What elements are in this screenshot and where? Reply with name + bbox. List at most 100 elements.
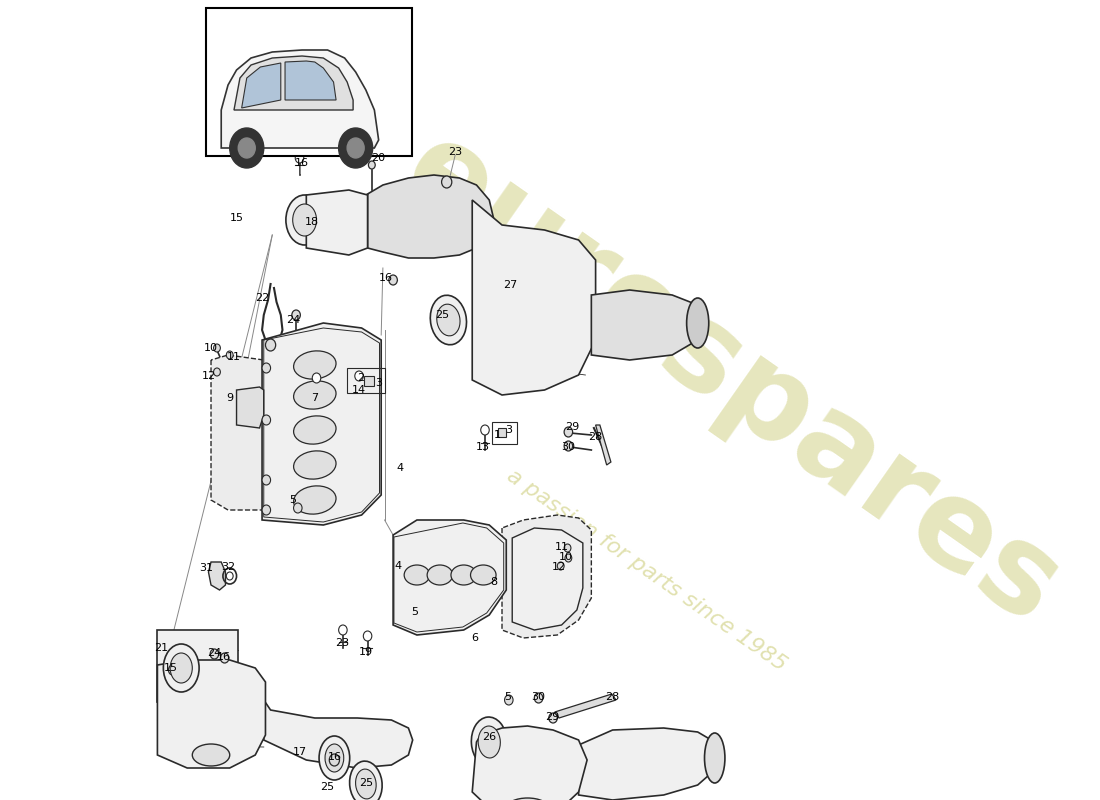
Polygon shape — [242, 63, 280, 108]
Text: eurospares: eurospares — [382, 110, 1081, 650]
Text: 25: 25 — [320, 782, 334, 792]
Circle shape — [564, 427, 573, 437]
Text: 3: 3 — [375, 378, 382, 388]
Bar — [206, 8, 411, 156]
Text: 6: 6 — [471, 633, 478, 643]
Polygon shape — [502, 515, 592, 638]
Circle shape — [339, 625, 348, 635]
Text: 14: 14 — [352, 385, 366, 395]
Circle shape — [220, 653, 229, 663]
Polygon shape — [393, 520, 506, 635]
Polygon shape — [236, 387, 264, 428]
Text: 16: 16 — [328, 752, 341, 762]
Ellipse shape — [324, 744, 343, 772]
Polygon shape — [264, 700, 412, 768]
Ellipse shape — [404, 565, 430, 585]
Text: 17: 17 — [294, 747, 307, 757]
Text: 7: 7 — [311, 393, 318, 403]
Polygon shape — [579, 728, 719, 800]
Text: 11: 11 — [227, 352, 241, 362]
Ellipse shape — [293, 204, 317, 236]
Text: 28: 28 — [605, 692, 619, 702]
Circle shape — [388, 275, 397, 285]
Polygon shape — [157, 660, 265, 768]
Circle shape — [441, 176, 452, 188]
Ellipse shape — [471, 565, 496, 585]
Bar — [498, 428, 506, 437]
Ellipse shape — [164, 644, 199, 692]
Circle shape — [549, 713, 558, 723]
Polygon shape — [513, 528, 583, 630]
Text: 2: 2 — [358, 373, 364, 383]
Circle shape — [363, 631, 372, 641]
Circle shape — [292, 310, 300, 320]
Ellipse shape — [437, 304, 460, 336]
Circle shape — [262, 475, 271, 485]
Circle shape — [329, 754, 340, 766]
Text: 31: 31 — [199, 563, 213, 573]
Ellipse shape — [686, 298, 708, 348]
Circle shape — [230, 128, 264, 168]
Text: 5: 5 — [289, 495, 296, 505]
Text: 29: 29 — [546, 712, 559, 722]
Polygon shape — [592, 290, 706, 360]
Text: 25: 25 — [436, 310, 450, 320]
Ellipse shape — [294, 416, 335, 444]
Text: 12: 12 — [552, 562, 567, 572]
Circle shape — [505, 695, 513, 705]
Ellipse shape — [471, 717, 507, 767]
Circle shape — [227, 351, 233, 359]
Text: 32: 32 — [221, 562, 235, 572]
Polygon shape — [262, 323, 382, 525]
Text: 29: 29 — [565, 422, 580, 432]
Circle shape — [295, 153, 304, 163]
Polygon shape — [554, 694, 616, 718]
Ellipse shape — [294, 486, 335, 514]
Circle shape — [262, 363, 271, 373]
Polygon shape — [472, 200, 595, 395]
Text: 24: 24 — [286, 315, 300, 325]
Ellipse shape — [294, 351, 335, 379]
Text: 9: 9 — [227, 393, 233, 403]
Ellipse shape — [427, 565, 453, 585]
Polygon shape — [285, 61, 337, 100]
Circle shape — [210, 649, 219, 659]
Bar — [492, 422, 517, 444]
Text: 28: 28 — [588, 432, 603, 442]
Text: 24: 24 — [207, 648, 221, 658]
Circle shape — [558, 562, 564, 570]
Text: 3: 3 — [505, 425, 513, 435]
Ellipse shape — [355, 769, 376, 799]
Polygon shape — [234, 56, 353, 110]
Ellipse shape — [294, 451, 335, 479]
Bar — [348, 368, 385, 393]
Circle shape — [564, 441, 573, 451]
Text: 30: 30 — [530, 692, 544, 702]
Circle shape — [339, 128, 373, 168]
Ellipse shape — [506, 798, 549, 800]
Ellipse shape — [286, 195, 323, 245]
Text: 8: 8 — [490, 577, 497, 587]
Text: 10: 10 — [559, 552, 573, 562]
Polygon shape — [221, 50, 378, 148]
Circle shape — [564, 544, 571, 552]
Text: 12: 12 — [202, 371, 217, 381]
Text: 5: 5 — [411, 607, 418, 617]
Polygon shape — [211, 355, 264, 510]
Circle shape — [213, 368, 220, 376]
Circle shape — [368, 161, 375, 169]
Text: 4: 4 — [396, 463, 404, 473]
Text: a passion for parts since 1985: a passion for parts since 1985 — [503, 466, 790, 674]
Circle shape — [312, 373, 321, 383]
Text: 16: 16 — [217, 652, 231, 662]
Circle shape — [265, 339, 276, 351]
Ellipse shape — [451, 565, 476, 585]
Polygon shape — [209, 562, 226, 590]
Text: 26: 26 — [482, 732, 496, 742]
Text: 22: 22 — [255, 293, 270, 303]
Bar — [157, 630, 239, 702]
Ellipse shape — [478, 726, 500, 758]
Ellipse shape — [319, 736, 350, 780]
Text: 15: 15 — [164, 663, 178, 673]
Circle shape — [168, 665, 177, 675]
